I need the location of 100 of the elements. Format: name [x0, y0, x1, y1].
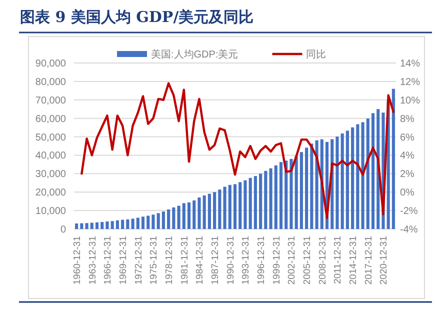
bar: [259, 174, 262, 229]
y2-tick-label: 4%: [400, 150, 415, 162]
bar: [146, 216, 150, 229]
x-tick-label: 2014-12-31: [348, 236, 360, 285]
legend-label: 美国:人均GDP:美元: [151, 48, 238, 60]
bar: [223, 186, 226, 229]
bar: [254, 176, 257, 229]
bar: [244, 180, 247, 229]
bar: [141, 216, 145, 229]
bar: [361, 122, 364, 229]
bar: [85, 223, 88, 229]
bar: [75, 223, 78, 229]
bar: [202, 195, 206, 229]
bar: [310, 144, 314, 229]
bar: [192, 200, 196, 229]
y2-tick-label: 12%: [400, 76, 420, 88]
y-tick-label: 50,000: [35, 132, 66, 144]
bar: [162, 211, 165, 229]
x-tick-label: 1981-12-31: [179, 236, 190, 285]
bar: [351, 127, 354, 229]
bar: [305, 148, 308, 229]
x-tick-label: 1972-12-31: [133, 236, 144, 285]
bar: [100, 222, 104, 229]
x-tick-label: 1960-12-31: [72, 236, 84, 285]
bar: [279, 162, 283, 229]
y2-tick-label: 2%: [400, 169, 415, 180]
chart-title: 图表 9 美国人均 GDP/美元及同比: [20, 8, 254, 26]
y2-tick-label: 0%: [400, 188, 415, 199]
line-series: [80, 82, 395, 220]
x-tick-label: 1999-12-31: [271, 236, 282, 285]
x-tick-label: 1987-12-31: [210, 236, 222, 285]
bar: [80, 223, 84, 229]
y2-tick-label: 8%: [400, 114, 415, 125]
bar: [336, 136, 339, 229]
bar: [269, 168, 272, 229]
x-tick-label: 1975-12-31: [148, 236, 160, 285]
bar: [366, 118, 370, 229]
x-tick-label: 1963-12-31: [87, 236, 98, 285]
bar: [177, 206, 180, 229]
y-tick-label: 80,000: [35, 76, 66, 88]
y-tick-label: 90,000: [35, 58, 66, 70]
bar: [126, 219, 130, 229]
bar: [300, 152, 303, 229]
y-tick-label: 30,000: [35, 169, 66, 180]
x-tick-label: 1996-12-31: [256, 236, 268, 285]
x-tick-label: 1984-12-31: [194, 236, 206, 285]
y2-tick-label: 10%: [400, 95, 420, 106]
x-tick-label: 2011-12-31: [332, 236, 344, 284]
x-tick-label: 2017-12-31: [363, 236, 374, 285]
x-tick-label: 1978-12-31: [164, 236, 176, 285]
x-tick-label: 1993-12-31: [240, 236, 252, 285]
y-tick-label: 10,000: [35, 206, 66, 218]
bar: [116, 220, 119, 229]
bar: [233, 184, 237, 229]
bar: [218, 190, 222, 229]
bar: [356, 124, 360, 229]
bar: [346, 130, 349, 229]
y-tick-label: 0: [60, 224, 66, 236]
bar: [392, 88, 395, 229]
legend-label: 同比: [306, 48, 326, 60]
bar: [371, 113, 375, 229]
bar: [238, 182, 242, 229]
x-tick-label: 1990-12-31: [225, 236, 236, 285]
bar: [95, 222, 99, 229]
bar: [156, 213, 160, 229]
y2-tick-label: 6%: [400, 132, 415, 144]
y-tick-label: 60,000: [35, 114, 66, 125]
bar: [228, 184, 232, 229]
x-tick-label: 2008-12-31: [317, 236, 328, 285]
bar: [248, 178, 252, 229]
bar: [172, 207, 176, 229]
y2-tick-label: 14%: [400, 58, 420, 70]
bar: [208, 194, 211, 229]
x-tick-label: 2020-12-31: [378, 236, 390, 285]
bar: [106, 221, 109, 229]
bar: [290, 158, 293, 229]
x-tick-label: 1969-12-31: [118, 236, 130, 285]
bar: [136, 218, 140, 229]
bar: [182, 203, 186, 229]
bar: [152, 214, 155, 229]
bar: [315, 140, 318, 229]
bar: [264, 170, 268, 229]
y2-tick-label: -4%: [400, 224, 418, 236]
bar: [294, 156, 298, 229]
x-tick-label: 2002-12-31: [286, 236, 298, 285]
bar: [274, 165, 278, 229]
bar: [90, 222, 94, 229]
y-tick-label: 40,000: [35, 150, 66, 162]
bar: [187, 202, 191, 229]
bar: [340, 133, 344, 229]
bar: [121, 220, 124, 229]
y2-tick-label: -2%: [400, 206, 418, 218]
y-tick-label: 70,000: [35, 95, 66, 106]
x-tick-label: 1966-12-31: [102, 236, 114, 285]
bar: [131, 218, 134, 229]
bar: [167, 209, 170, 229]
x-tick-label: 2005-12-31: [302, 236, 314, 285]
bar: [213, 192, 216, 229]
bar: [198, 197, 201, 229]
bar: [110, 221, 114, 229]
